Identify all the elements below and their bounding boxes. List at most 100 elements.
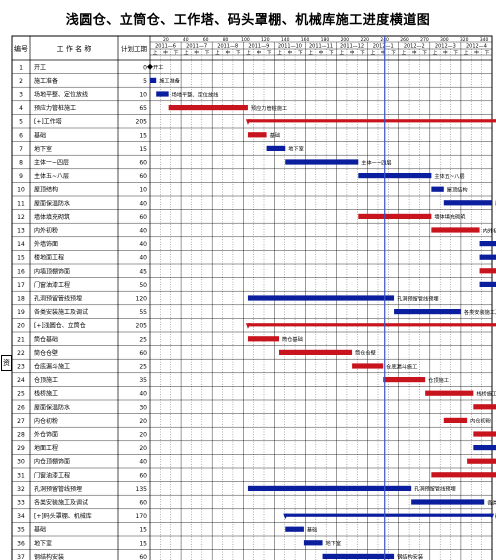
bar-label: 内外初粉 [483, 226, 496, 234]
task-no: 4 [19, 105, 23, 112]
period-label: 上 [308, 49, 313, 56]
timescale-mark: 220 [360, 37, 369, 43]
milestone-marker [147, 63, 153, 70]
task-no: 23 [17, 364, 25, 371]
task-no: 7 [19, 146, 23, 153]
period-label: 中 [381, 49, 386, 56]
task-duration: 10 [139, 187, 147, 194]
task-no: 15 [17, 255, 25, 262]
task-no: 9 [19, 173, 23, 180]
bar-label: 各类安装施工及调试 [487, 498, 496, 506]
task-no: 26 [17, 404, 25, 411]
task-duration: 120 [136, 296, 148, 303]
task-name: [+]工作塔 [34, 118, 62, 126]
period-label: 下 [205, 50, 210, 56]
task-no: 2 [19, 78, 23, 85]
bar-label: 主体一~四层 [361, 158, 391, 166]
period-label: 上 [433, 49, 438, 56]
task-no: 8 [19, 160, 23, 167]
timescale-mark: 180 [321, 37, 330, 43]
task-no: 21 [17, 336, 25, 343]
task-bar [425, 390, 474, 396]
task-duration: 65 [139, 105, 147, 112]
task-name: 主体五~八层 [34, 172, 69, 180]
task-duration: 60 [139, 350, 147, 357]
task-bar [479, 268, 496, 274]
task-no: 11 [17, 200, 25, 207]
period-label: 上 [339, 49, 344, 56]
task-bar [479, 281, 496, 287]
task-bar [467, 458, 496, 464]
bar-label: 预应力管桩施工 [251, 104, 287, 112]
task-duration: 20 [139, 418, 147, 425]
bar-label: 地下室 [326, 539, 342, 547]
task-bar [285, 159, 359, 165]
task-name: 屋顶结构 [34, 186, 58, 194]
header-no: 编号 [14, 44, 28, 53]
task-name: 内仓顶棚饰面 [34, 458, 70, 466]
task-duration: 10 [139, 92, 147, 99]
period-label: 中 [257, 49, 262, 56]
task-name: 外墙饰面 [34, 240, 58, 248]
task-duration: 30 [139, 404, 147, 411]
period-label: 下 [236, 50, 241, 56]
task-no: 20 [17, 323, 25, 330]
timescale-mark: 160 [301, 37, 310, 43]
task-no: 16 [17, 268, 25, 275]
bar-label: 场地平整、定位放线 [172, 90, 219, 98]
task-name: 楼地面工程 [34, 254, 64, 262]
task-bar [247, 336, 280, 342]
task-duration: 55 [139, 309, 147, 316]
task-bar [150, 77, 157, 83]
task-duration: 15 [139, 527, 147, 534]
bar-label: 基础 [307, 526, 317, 534]
task-no: 32 [17, 486, 25, 493]
task-name: 外仓饰面 [34, 431, 58, 439]
period-label: 下 [453, 50, 458, 56]
header-name: 工 作 名 称 [57, 44, 92, 53]
task-name: 内墙顶棚饰面 [34, 267, 70, 275]
task-bar [358, 213, 432, 219]
task-bar [411, 499, 485, 505]
task-no: 12 [17, 214, 25, 221]
bar-label: 孔洞预留管线预埋 [414, 485, 456, 493]
task-name: 筒仓基础 [34, 335, 58, 343]
task-duration: 5 [143, 78, 147, 85]
period-label: 上 [464, 49, 469, 56]
month-label: 2012—3 [435, 44, 456, 50]
task-name: 场地平整、定位放线 [34, 91, 88, 99]
period-label: 中 [474, 49, 479, 56]
table-frame [11, 35, 493, 560]
month-label: 2011—11 [309, 44, 333, 50]
task-bar [352, 363, 384, 369]
task-name: 门窗油漆工程 [34, 281, 70, 289]
period-label: 中 [412, 49, 417, 56]
period-label: 上 [371, 49, 376, 56]
task-no: 10 [17, 187, 25, 194]
period-label: 下 [267, 50, 272, 56]
summary-bar [247, 323, 496, 327]
task-name: 开工 [34, 64, 46, 71]
task-bar [156, 91, 169, 97]
task-bar [303, 540, 323, 546]
summary-cap-end [489, 513, 494, 520]
task-duration: 15 [139, 146, 147, 153]
task-no: 24 [17, 377, 25, 384]
timescale-mark: 80 [223, 37, 229, 43]
task-no: 33 [17, 500, 25, 507]
bar-label: 施工准备 [159, 77, 181, 85]
month-label: 2011—6 [155, 44, 176, 50]
task-duration: 15 [139, 132, 147, 139]
task-name: 预应力管桩施工 [34, 104, 76, 112]
bar-label: 内仓初粉 [470, 417, 492, 425]
task-duration: 170 [136, 513, 148, 520]
bar-label: 屋顶结构 [447, 186, 468, 194]
task-bar [473, 431, 496, 437]
task-no: 22 [17, 350, 25, 357]
task-duration: 35 [139, 377, 147, 384]
period-label: 下 [360, 50, 365, 56]
task-bar [266, 145, 286, 151]
task-duration: 60 [139, 160, 147, 167]
bar-label: 栈桥施工 [476, 390, 496, 398]
